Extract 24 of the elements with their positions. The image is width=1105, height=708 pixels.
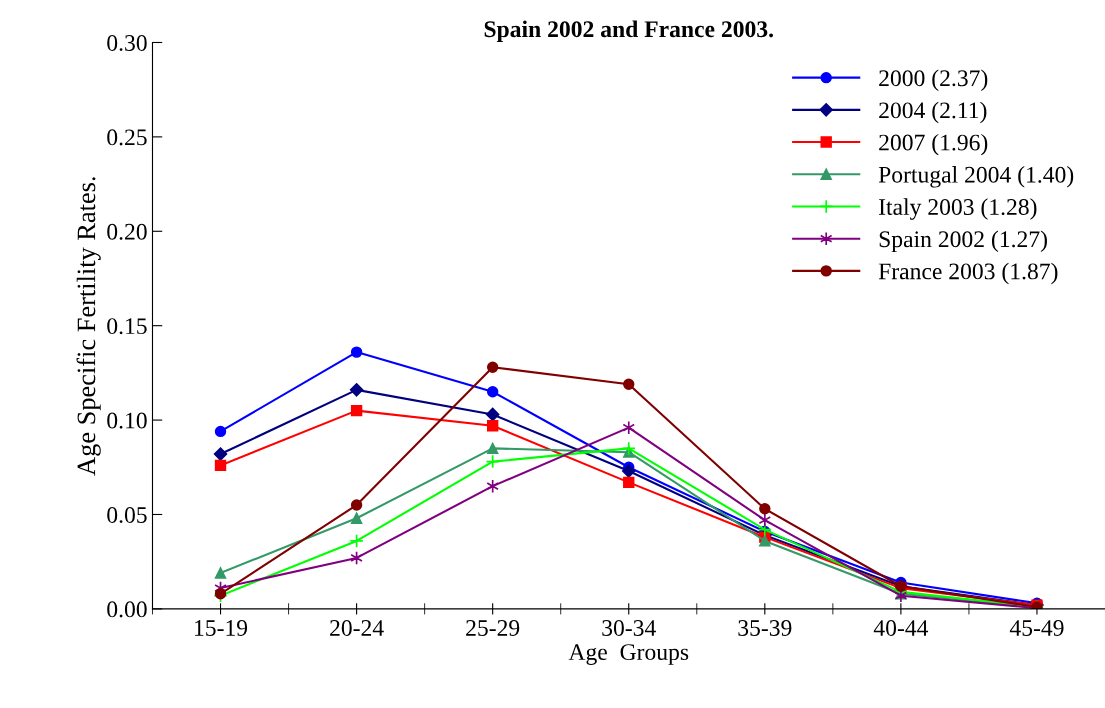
x-axis-title: Age Groups — [568, 644, 689, 665]
y-tick-label: 0.25 — [107, 129, 147, 146]
legend-label: Italy 2003 (1.28) — [879, 198, 1037, 220]
y-tick-label: 0.30 — [107, 34, 147, 52]
y-tick-label: 0.00 — [107, 601, 147, 618]
x-tick-label: 35-39 — [738, 620, 792, 636]
x-tick-label: 45-49 — [1009, 620, 1064, 636]
legend-label: Spain 2002 (1.27) — [879, 230, 1047, 252]
y-tick-label: 0.10 — [107, 412, 147, 429]
y-tick-label: 0.05 — [107, 506, 147, 524]
y-axis-title: Age Specific Fertility Rates. — [76, 177, 101, 476]
legend-label: 2004 (2.11) — [879, 101, 987, 124]
legend-label: Portugal 2004 (1.40) — [878, 166, 1074, 188]
legend-label: 2007 (1.96) — [879, 133, 988, 156]
legend-label: 2000 (2.37) — [879, 69, 988, 91]
x-tick-label: 20-24 — [330, 619, 384, 636]
x-tick-label: 40-44 — [873, 619, 929, 636]
legend-label: France 2003 (1.87) — [878, 262, 1058, 285]
y-tick-label: 0.15 — [107, 318, 147, 335]
x-tick-label: 25-29 — [466, 620, 520, 636]
x-tick-label: 30-34 — [602, 619, 656, 636]
x-tick-label: 15-19 — [195, 620, 248, 636]
y-tick-label: 0.20 — [107, 223, 147, 240]
chart-title: Spain 2002 and France 2003. — [484, 20, 773, 42]
